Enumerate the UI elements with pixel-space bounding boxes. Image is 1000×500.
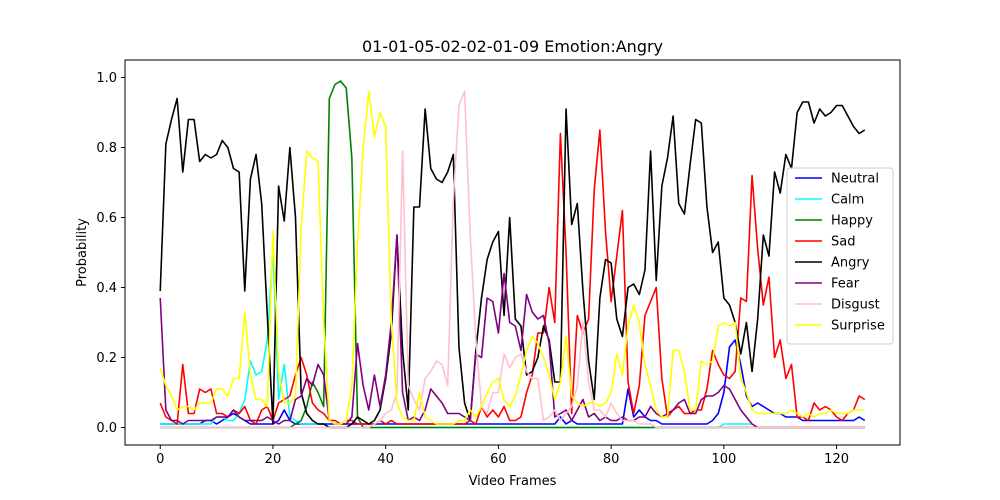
- legend-label-neutral: Neutral: [831, 172, 879, 187]
- legend-label-fear: Fear: [831, 277, 860, 292]
- legend-label-sad: Sad: [831, 235, 855, 250]
- x-tick-label: 120: [824, 452, 849, 467]
- x-tick-label: 20: [265, 452, 282, 467]
- series-line-disgust: [160, 90, 865, 429]
- y-axis: 0.0 0.2 0.4 0.6 0.8 1.0: [96, 71, 125, 436]
- legend-label-surprise: Surprise: [831, 319, 885, 334]
- y-tick-label: 0.0: [96, 421, 117, 436]
- y-tick-label: 0.2: [96, 351, 117, 366]
- x-tick-label: 80: [603, 452, 620, 467]
- x-tick-label: 60: [490, 452, 507, 467]
- chart-title: 01-01-05-02-02-01-09 Emotion:Angry: [362, 37, 663, 56]
- series-line-sad: [159, 129, 866, 425]
- legend: Neutral Calm Happy Sad Angry Fear Disgust Surpr…: [786, 167, 894, 345]
- x-tick-label: 0: [156, 452, 164, 467]
- x-tick-label: 40: [377, 452, 394, 467]
- legend-label-angry: Angry: [831, 256, 870, 271]
- series-group: [159, 80, 866, 429]
- x-axis-label: Video Frames: [469, 474, 557, 489]
- x-axis: 0 20 40 60 80 100 120: [156, 445, 849, 467]
- x-tick-label: 100: [711, 452, 736, 467]
- axes-frame: [124, 59, 901, 446]
- series-line-angry: [159, 97, 866, 429]
- y-tick-label: 1.0: [96, 71, 117, 86]
- y-tick-label: 0.6: [96, 211, 117, 226]
- y-axis-label: Probability: [75, 218, 90, 287]
- legend-label-happy: Happy: [831, 214, 873, 229]
- legend-label-calm: Calm: [831, 193, 864, 208]
- series-line-surprise: [159, 90, 865, 425]
- y-tick-label: 0.8: [96, 141, 117, 156]
- series-line-fear: [159, 234, 865, 429]
- legend-label-disgust: Disgust: [831, 298, 880, 313]
- y-tick-label: 0.4: [96, 281, 117, 296]
- legend-box: [786, 167, 894, 345]
